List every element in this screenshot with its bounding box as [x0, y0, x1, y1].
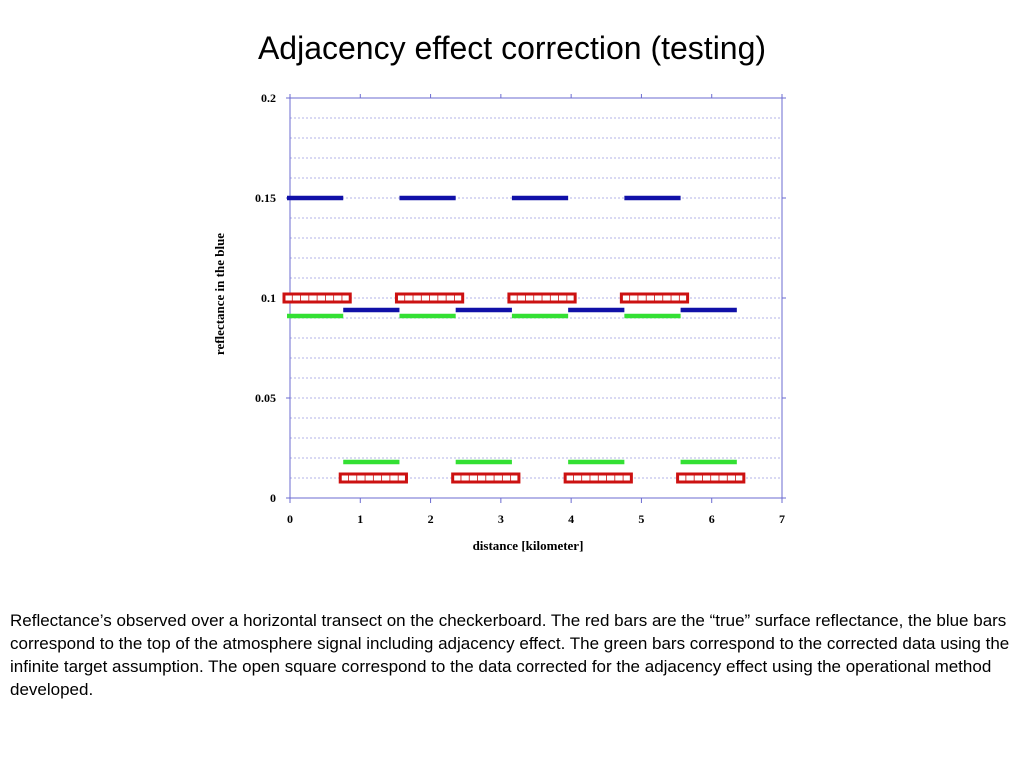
y-tick-label: 0 [270, 491, 276, 505]
red-open-square-bar [338, 472, 408, 484]
y-tick-label: 0.2 [261, 91, 276, 105]
x-tick-label: 2 [428, 512, 434, 526]
x-tick-label: 1 [357, 512, 363, 526]
red-open-square-bar [563, 472, 633, 484]
y-tick-label: 0.15 [255, 191, 276, 205]
red-open-square-bar [394, 292, 465, 304]
red-open-square-bar [619, 292, 690, 304]
x-tick-label: 0 [287, 512, 293, 526]
red-open-square-bar [507, 292, 577, 304]
slide-title: Adjacency effect correction (testing) [257, 30, 767, 66]
y-axis-label: reflectance in the blue [212, 233, 227, 355]
caption-text: Reflectance’s observed over a horizontal… [10, 611, 1010, 699]
axis-ticks: 0 1 2 3 4 5 6 7 0 0.05 0.1 0.15 0.2 [255, 91, 786, 526]
x-tick-label: 3 [498, 512, 504, 526]
x-tick-label: 6 [709, 512, 715, 526]
x-axis-label: distance [kilometer] [473, 538, 584, 553]
x-tick-label: 4 [568, 512, 574, 526]
x-tick-label: 7 [779, 512, 785, 526]
chart: 0 1 2 3 4 5 6 7 0 0.05 0.1 0.15 0.2 distance [kilome… [212, 91, 786, 553]
series-layer [282, 195, 746, 484]
y-tick-label: 0.05 [255, 391, 276, 405]
y-tick-label: 0.1 [261, 291, 276, 305]
red-open-square-bar [451, 472, 521, 484]
red-open-square-bar [282, 292, 352, 304]
red-open-square-bar [676, 472, 746, 484]
x-tick-label: 5 [638, 512, 644, 526]
